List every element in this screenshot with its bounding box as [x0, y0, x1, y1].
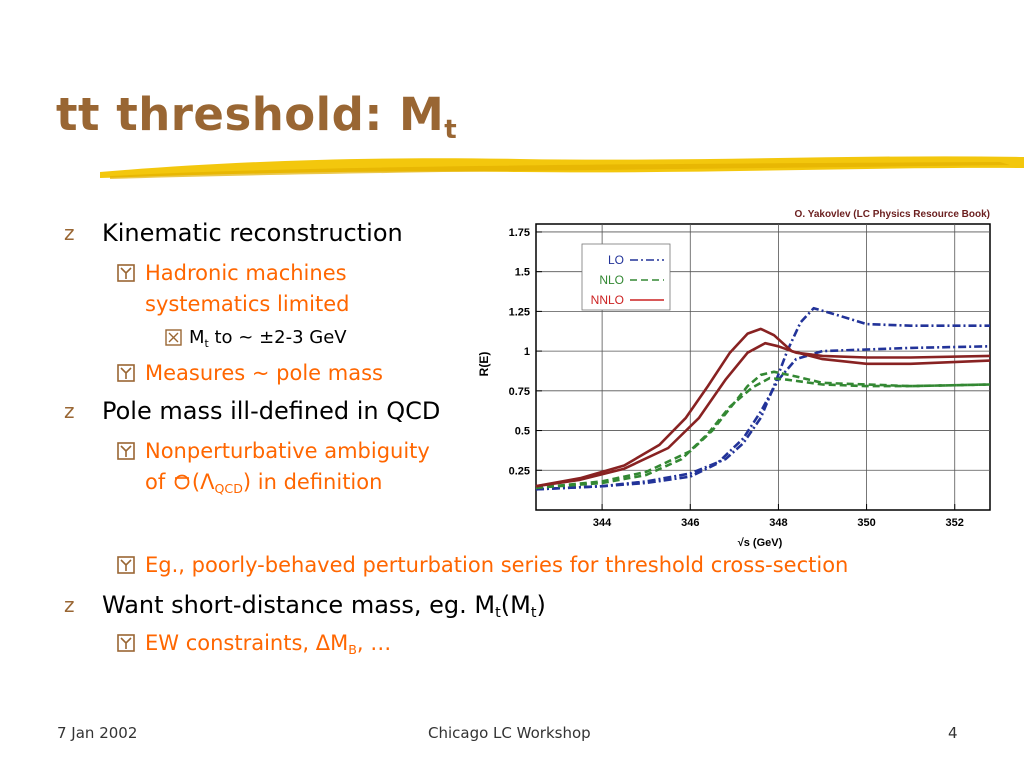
threshold-cross-section-chart: O. Yakovlev (LC Physics Resource Book) 3… — [477, 209, 991, 549]
x-tick-label: 352 — [946, 517, 964, 529]
subbullet-hadronic-machines: Hadronic machines systematics limited — [117, 258, 349, 320]
x-tick-label: 346 — [681, 517, 699, 529]
series-line-lo — [535, 345, 991, 491]
x-axis-label: √s (GeV) — [738, 537, 783, 549]
subbullet-text: Measures ~ pole mass — [145, 361, 383, 385]
subbullet-pole-mass: Measures ~ pole mass — [117, 358, 383, 389]
subbullet-ew-constraints: EW constraints, ΔMB, … — [117, 628, 391, 665]
subbullet-text-line2: systematics limited — [145, 292, 350, 316]
subbullet-perturbation-series: Eg., poorly-behaved perturbation series … — [117, 550, 848, 581]
bullet-glyph: z — [64, 593, 75, 617]
y-tick-label: 0.25 — [509, 465, 530, 477]
legend-box — [581, 243, 671, 311]
y-tick-label: 0.75 — [509, 386, 530, 398]
y-tick-label: 1.5 — [515, 267, 530, 279]
checkbox-x-icon — [165, 329, 182, 346]
checkbox-y-icon — [117, 442, 135, 460]
legend-label: NNLO — [591, 293, 624, 307]
x-tick-label: 344 — [593, 517, 612, 529]
footer-date: 7 Jan 2002 — [57, 724, 138, 742]
y-tick-label: 1.75 — [509, 227, 530, 239]
subbullet-text-line1: Nonperturbative ambiguity — [145, 439, 430, 463]
y-axis-label: R(E) — [477, 352, 491, 377]
title-subscript: t — [444, 115, 458, 145]
subsubbullet-mt-precision: Mt to ~ ±2-3 GeV — [165, 322, 347, 359]
chart-credit: O. Yakovlev (LC Physics Resource Book) — [795, 209, 990, 220]
checkbox-y-icon — [117, 556, 135, 574]
checkbox-y-icon — [117, 634, 135, 652]
bullet-pole-mass-ill-defined: z Pole mass ill-defined in QCD — [64, 396, 440, 427]
series-line-nnlo — [535, 327, 991, 488]
footer-title: Chicago LC Workshop — [428, 724, 591, 742]
bullet-short-distance-mass: z Want short-distance mass, eg. Mt(Mt) — [64, 591, 546, 621]
legend-label: LO — [608, 253, 624, 267]
subbullet-nonperturbative: Nonperturbative ambiguity of (ΛQCD) in d… — [117, 436, 430, 504]
checkbox-y-icon — [117, 364, 135, 382]
bullet-glyph: z — [64, 221, 75, 245]
plot-area: 344 346 348 350 352 0.25 0.5 0.75 1 1.25 1.5 1.75 LO… — [509, 223, 991, 529]
y-tick-label: 1.25 — [509, 306, 530, 318]
subbullet-text-line2: of (ΛQCD) in definition — [145, 470, 383, 496]
series-line-nlo — [535, 376, 991, 490]
bullet-glyph: z — [64, 399, 75, 423]
series-line-nlo — [535, 370, 991, 490]
x-tick-label: 348 — [769, 517, 787, 529]
series-line-nnlo — [535, 341, 991, 488]
order-symbol-icon — [174, 474, 190, 490]
bullet-text: Pole mass ill-defined in QCD — [102, 397, 441, 425]
page-title: tt threshold: Mt — [56, 88, 457, 145]
y-tick-label: 1 — [524, 346, 530, 358]
footer-page-number: 4 — [948, 724, 958, 742]
checkbox-y-icon — [117, 264, 135, 282]
bullet-kinematic-reconstruction: z Kinematic reconstruction — [64, 218, 403, 249]
bullet-text: Kinematic reconstruction — [102, 219, 403, 247]
y-tick-label: 0.5 — [515, 426, 530, 438]
title-text: tt threshold: M — [56, 88, 445, 141]
title-underline-brushstroke — [100, 156, 1024, 179]
subbullet-text: Eg., poorly-behaved perturbation series … — [145, 553, 849, 577]
legend-label: NLO — [599, 273, 624, 287]
subbullet-text-line1: Hadronic machines — [145, 261, 347, 285]
x-tick-label: 350 — [857, 517, 875, 529]
